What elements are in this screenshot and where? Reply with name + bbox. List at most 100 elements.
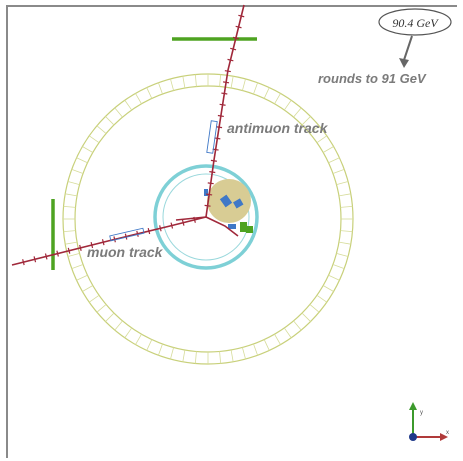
calorimeter-cell-divider: [135, 93, 142, 105]
track-hit-tick: [147, 228, 151, 235]
calorimeter-cell-divider: [293, 320, 302, 331]
calorimeter-cell-divider: [336, 253, 349, 257]
track-hit-tick: [204, 204, 211, 207]
calorimeter-cell-divider: [67, 181, 80, 185]
track-hit-tick: [232, 36, 239, 40]
calorimeter-cell-divider: [274, 333, 281, 345]
track-hit-tick: [207, 182, 214, 185]
calorimeter-cell-divider: [322, 285, 334, 292]
track-hit-tick: [56, 250, 59, 257]
track-hit-tick: [217, 114, 224, 118]
calorimeter-cell-divider: [322, 146, 334, 153]
track-hit-tick: [170, 222, 174, 229]
calorimeter-cell-divider: [105, 312, 115, 322]
track-hit-tick: [79, 244, 82, 251]
calorimeter-cell-divider: [274, 93, 281, 105]
calorimeter-cell-divider: [114, 107, 123, 118]
calorimeter-cell-divider: [63, 205, 76, 208]
track-hit-tick: [209, 171, 216, 174]
calorimeter-cell-divider: [219, 351, 222, 364]
calorimeter-cell-divider: [158, 82, 163, 95]
calorimeter-cell-divider: [316, 294, 328, 303]
calorimeter-ring: [62, 73, 354, 365]
calorimeter-cell-divider: [253, 343, 258, 356]
track-hit-tick: [230, 47, 237, 51]
calorimeter-cell-divider: [301, 312, 311, 322]
vertex-tracks: [175, 216, 239, 237]
axis-y-label: y: [420, 410, 423, 416]
calorimeter-cell-divider: [65, 241, 78, 245]
calorimeter-cell-divider: [332, 169, 345, 174]
muon-track-label: muon track: [87, 244, 164, 260]
calorimeter-cell-divider: [88, 294, 100, 303]
antimuon-track: [204, 4, 245, 218]
track-hit-tick: [124, 233, 128, 240]
calorimeter-cell-divider: [336, 181, 349, 185]
calorimeter-cell-divider: [340, 230, 353, 233]
calorimeter-cell-divider: [63, 230, 76, 233]
track-hit-tick: [216, 126, 223, 129]
track-hit-tick: [159, 225, 162, 232]
track-hit-tick: [235, 25, 242, 29]
calorimeter-cell-divider: [283, 327, 292, 339]
track-hit-tick: [227, 58, 234, 62]
calorimeter-cell-divider: [124, 99, 133, 111]
calorimeter-cell-divider: [263, 339, 270, 351]
calorimeter-cell-divider: [114, 320, 123, 331]
calorimeter-cell-divider: [338, 241, 351, 245]
calorimeter-cell-divider: [65, 193, 78, 197]
calorimeter-cell-divider: [82, 146, 94, 153]
calorimeter-cell-divider: [182, 76, 186, 89]
calorimeter-cell-divider: [124, 327, 133, 339]
callout-arrow: [399, 35, 413, 68]
calorimeter-cell-divider: [242, 78, 246, 91]
track-hit-tick: [67, 247, 71, 254]
track-hit-tick: [44, 253, 48, 260]
calorimeter-cell-divider: [182, 349, 186, 362]
track-hit-tick: [206, 193, 213, 196]
track-hit-tick: [214, 137, 221, 140]
calorimeter-cell-divider: [158, 343, 163, 356]
calorimeter-cell-divider: [293, 107, 302, 118]
calorimeter-cell-divider: [194, 74, 197, 87]
track-hit-tick: [33, 256, 37, 263]
calorimeter-cell-divider: [170, 347, 174, 360]
calorimeter-cell-divider: [332, 264, 345, 269]
calorimeter-cell-divider: [135, 333, 142, 345]
antimuon-track-segment: [206, 120, 218, 154]
calorimeter-hits: [204, 189, 253, 233]
calorimeter-cell-divider: [76, 274, 88, 281]
muon-track: [11, 216, 207, 266]
track-hit-tick: [210, 159, 217, 162]
track-hit-tick: [181, 219, 185, 226]
calorimeter-cell-divider: [96, 125, 107, 134]
calorimeter-cell-divider: [328, 274, 340, 281]
calorimeter-cell-divider: [263, 87, 270, 99]
track-hit-tick: [221, 92, 228, 95]
calorimeter-cell-divider: [82, 285, 94, 292]
calorimeter-cell-divider: [67, 253, 80, 257]
track-hit-tick: [238, 14, 245, 18]
track-hit-tick: [223, 81, 230, 84]
calorimeter-cell-divider: [328, 157, 340, 164]
track-hit-tick: [136, 230, 139, 237]
calorimeter-cell-divider: [283, 99, 292, 111]
energy-value-text: 90.4 GeV: [392, 16, 439, 30]
calorimeter-cell-divider: [309, 125, 320, 134]
track-hit-tick: [113, 236, 116, 243]
axis-x-label: x: [446, 430, 449, 436]
rounding-note-text: rounds to 91 GeV: [318, 71, 427, 86]
calorimeter-cell-divider: [88, 135, 100, 144]
calorimeter-cell-divider: [76, 157, 88, 164]
calorimeter-cell-divider: [340, 205, 353, 208]
calorimeter-cell-divider: [71, 264, 84, 269]
calorimeter-cell-divider: [316, 135, 328, 144]
energy-callout-bubble: [378, 8, 452, 36]
track-hit-tick: [101, 239, 105, 246]
track-hit-tick: [90, 241, 94, 249]
calorimeter-cell-divider: [71, 169, 84, 174]
calorimeter-cell-divider: [338, 193, 351, 197]
calorimeter-cell-divider: [105, 116, 115, 126]
